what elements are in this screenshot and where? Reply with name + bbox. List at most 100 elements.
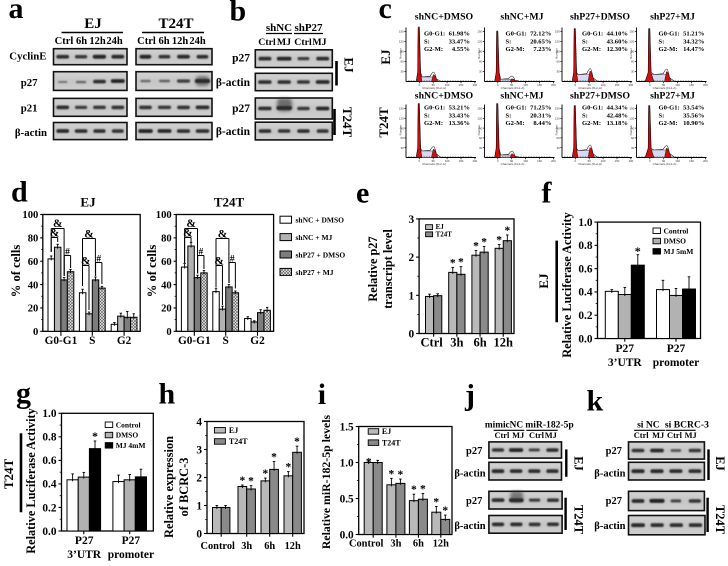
- svg-text:Relative Luciferase Activity: Relative Luciferase Activity: [560, 211, 574, 357]
- svg-text:% of cells: % of cells: [9, 245, 23, 298]
- svg-text:&: &: [53, 218, 63, 230]
- svg-text:120: 120: [399, 117, 404, 121]
- svg-text:Channels (FL2-A): Channels (FL2-A): [578, 162, 602, 166]
- svg-text:Ctrl: Ctrl: [294, 37, 312, 48]
- svg-text:12h: 12h: [494, 336, 514, 350]
- svg-text:0: 0: [649, 159, 651, 163]
- svg-text:% of cells: % of cells: [145, 245, 159, 298]
- svg-text:shNC + MJ: shNC + MJ: [296, 233, 333, 242]
- svg-text:G0-G1:: G0-G1:: [424, 105, 445, 112]
- svg-text:7.23%: 7.23%: [533, 46, 551, 53]
- svg-text:MJ: MJ: [685, 431, 697, 440]
- svg-text:120: 120: [555, 117, 560, 121]
- svg-text:a: a: [9, 0, 24, 25]
- svg-text:3h: 3h: [390, 539, 401, 550]
- svg-text:P27: P27: [616, 343, 635, 355]
- svg-text:MJ 4mM: MJ 4mM: [116, 441, 146, 450]
- svg-text:150: 150: [615, 159, 620, 163]
- svg-text:Ctrl: Ctrl: [529, 431, 545, 440]
- svg-text:G2: G2: [117, 335, 132, 347]
- svg-text:33.43%: 33.43%: [449, 112, 470, 119]
- svg-text:*: *: [366, 457, 372, 469]
- svg-text:12h: 12h: [172, 36, 189, 47]
- svg-text:p21: p21: [21, 103, 38, 115]
- svg-text:EJ: EJ: [536, 273, 551, 289]
- svg-text:0: 0: [419, 159, 421, 163]
- svg-text:120: 120: [629, 117, 634, 121]
- svg-text:120: 120: [555, 40, 560, 44]
- svg-text:shNC+MJ: shNC+MJ: [500, 12, 543, 23]
- svg-text:S: S: [89, 335, 95, 347]
- svg-text:60: 60: [400, 136, 404, 140]
- svg-text:14.47%: 14.47%: [683, 46, 704, 53]
- svg-text:Ctrl: Ctrl: [55, 36, 74, 47]
- svg-text:*: *: [433, 496, 439, 508]
- svg-text:1.5: 1.5: [340, 422, 354, 434]
- svg-text:G0-G1:: G0-G1:: [506, 105, 527, 112]
- svg-text:p27: p27: [606, 496, 622, 507]
- svg-text:DMSO: DMSO: [116, 431, 139, 440]
- svg-text:shP27+MJ: shP27+MJ: [650, 91, 695, 102]
- svg-text:β-actin: β-actin: [594, 469, 625, 480]
- svg-text:3: 3: [408, 214, 414, 226]
- svg-text:30: 30: [556, 146, 560, 150]
- svg-text:200: 200: [473, 159, 478, 163]
- svg-text:12.30%: 12.30%: [607, 46, 628, 53]
- svg-text:mimicNC: mimicNC: [485, 421, 523, 431]
- svg-text:20.65%: 20.65%: [530, 38, 551, 45]
- svg-text:Channels (FL2-A): Channels (FL2-A): [653, 86, 677, 90]
- svg-text:50: 50: [510, 159, 514, 163]
- svg-text:12h: 12h: [89, 36, 106, 47]
- svg-text:MJ: MJ: [312, 37, 326, 48]
- svg-text:120: 120: [629, 40, 634, 44]
- svg-text:150: 150: [537, 159, 542, 163]
- svg-text:6h: 6h: [413, 539, 424, 550]
- svg-text:200: 200: [473, 83, 478, 87]
- svg-text:&: &: [186, 218, 196, 230]
- svg-text:shP27 + DMSO: shP27 + DMSO: [296, 251, 346, 260]
- svg-text:120: 120: [477, 117, 482, 121]
- svg-text:G2-M:: G2-M:: [659, 46, 678, 53]
- svg-text:100: 100: [601, 159, 606, 163]
- svg-text:shP27+DMSO: shP27+DMSO: [570, 91, 630, 102]
- svg-text:MJ: MJ: [652, 431, 664, 440]
- svg-text:shP27 + MJ: shP27 + MJ: [296, 268, 334, 277]
- svg-text:Ctrl: Ctrl: [421, 336, 444, 350]
- svg-text:44.34%: 44.34%: [607, 105, 628, 112]
- svg-text:#: #: [96, 255, 101, 265]
- svg-text:150: 150: [459, 159, 464, 163]
- svg-text:Number: Number: [399, 125, 403, 136]
- svg-text:T24T: T24T: [229, 437, 248, 446]
- svg-text:T24T: T24T: [713, 505, 727, 535]
- svg-text:3’UTR: 3’UTR: [67, 549, 102, 561]
- svg-text:*: *: [458, 257, 464, 269]
- svg-text:6h: 6h: [264, 541, 275, 552]
- svg-text:150: 150: [555, 107, 560, 111]
- svg-text:0.4: 0.4: [42, 479, 56, 491]
- svg-text:100: 100: [22, 210, 38, 221]
- svg-text:50: 50: [432, 159, 436, 163]
- svg-text:*: *: [248, 476, 254, 488]
- svg-text:T24T: T24T: [572, 505, 586, 535]
- svg-text:shP27+MJ: shP27+MJ: [650, 12, 695, 23]
- svg-text:100: 100: [675, 83, 680, 87]
- svg-text:6h: 6h: [76, 36, 87, 47]
- svg-text:shNC+DMSO: shNC+DMSO: [415, 91, 474, 102]
- svg-text:34.32%: 34.32%: [683, 38, 704, 45]
- svg-text:0: 0: [196, 529, 202, 541]
- svg-text:DMSO: DMSO: [664, 237, 687, 246]
- svg-text:G0-G1:: G0-G1:: [659, 31, 680, 38]
- svg-text:Relative expression: Relative expression: [162, 436, 176, 538]
- svg-text:#: #: [199, 248, 204, 258]
- svg-text:100: 100: [601, 83, 606, 87]
- svg-text:Ctrl: Ctrl: [258, 37, 276, 48]
- svg-text:50: 50: [588, 159, 592, 163]
- svg-text:*: *: [481, 236, 487, 248]
- svg-text:&: &: [183, 228, 193, 240]
- svg-text:80: 80: [28, 234, 39, 245]
- svg-text:*: *: [496, 234, 502, 246]
- svg-text:50: 50: [662, 83, 666, 87]
- svg-text:200: 200: [703, 83, 708, 87]
- svg-text:0.8: 0.8: [42, 432, 56, 444]
- svg-text:61.98%: 61.98%: [449, 31, 470, 38]
